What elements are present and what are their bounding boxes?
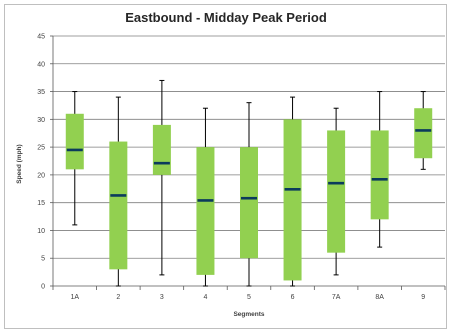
x-tick-label: 5 bbox=[247, 294, 251, 301]
x-axis-title: Segments bbox=[233, 311, 264, 318]
box-1A bbox=[65, 113, 84, 170]
y-tick-label: 45 bbox=[37, 34, 45, 41]
x-tick-label: 1A bbox=[70, 294, 79, 301]
boxes bbox=[65, 79, 433, 287]
y-tick-label: 30 bbox=[37, 117, 45, 124]
y-tick-label: 15 bbox=[37, 200, 45, 207]
box-6 bbox=[283, 119, 302, 281]
x-tick-label: 3 bbox=[160, 294, 164, 301]
x-tick-label: 2 bbox=[116, 294, 120, 301]
x-tick-label: 9 bbox=[421, 294, 425, 301]
box-4 bbox=[196, 147, 215, 275]
y-axis-title: Speed (mph) bbox=[16, 144, 23, 183]
x-tick-label: 7A bbox=[332, 294, 341, 301]
box-2 bbox=[109, 141, 128, 270]
y-tick-label: 10 bbox=[37, 228, 45, 235]
y-tick-label: 35 bbox=[37, 89, 45, 96]
box-7A bbox=[327, 130, 346, 253]
box-9 bbox=[414, 108, 433, 159]
chart-title: Eastbound - Midday Peak Period bbox=[125, 10, 327, 25]
x-tick-label: 8A bbox=[375, 294, 384, 301]
y-tick-label: 20 bbox=[37, 172, 45, 179]
x-tick-label: 6 bbox=[291, 294, 295, 301]
y-tick-label: 40 bbox=[37, 61, 45, 68]
y-tick-label: 5 bbox=[41, 256, 45, 263]
box-3 bbox=[152, 124, 171, 175]
x-tick-label: 4 bbox=[203, 294, 207, 301]
y-tick-label: 0 bbox=[41, 284, 45, 291]
box-5 bbox=[240, 147, 258, 259]
y-tick-label: 25 bbox=[37, 145, 45, 152]
box-8A bbox=[370, 130, 389, 220]
